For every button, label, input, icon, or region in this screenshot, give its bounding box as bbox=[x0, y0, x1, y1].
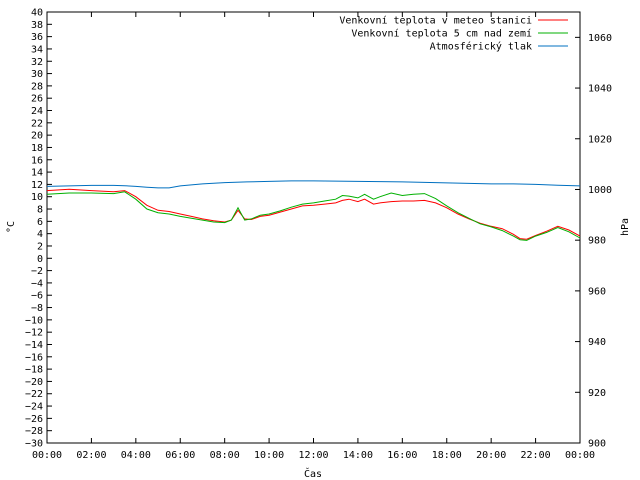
x-tick-label: 14:00 bbox=[343, 450, 373, 461]
y-tick-label: 34 bbox=[31, 44, 43, 55]
y-tick-label: 32 bbox=[31, 57, 43, 68]
y2-tick-label: 940 bbox=[588, 337, 606, 348]
y-tick-label: 4 bbox=[37, 229, 43, 240]
axes: −30−28−26−24−22−20−18−16−14−12−10−8−6−4−… bbox=[25, 8, 612, 462]
x-tick-label: 20:00 bbox=[476, 450, 506, 461]
series-line-1 bbox=[46, 188, 581, 240]
y-tick-label: −12 bbox=[25, 328, 43, 339]
y-tick-label: −20 bbox=[25, 377, 43, 388]
y-tick-label: −28 bbox=[25, 426, 43, 437]
x-axis-label: Čas bbox=[304, 467, 322, 480]
y2-tick-label: 1040 bbox=[588, 84, 612, 95]
x-tick-label: 10:00 bbox=[254, 450, 284, 461]
y-tick-label: 18 bbox=[31, 143, 43, 154]
y2-tick-label: 1060 bbox=[588, 33, 612, 44]
y-tick-label: −22 bbox=[25, 389, 43, 400]
x-tick-label: 18:00 bbox=[432, 450, 462, 461]
y-tick-label: −4 bbox=[31, 278, 43, 289]
y2-tick-label: 1020 bbox=[588, 134, 612, 145]
y-tick-label: 12 bbox=[31, 180, 43, 191]
y-tick-label: −30 bbox=[25, 439, 43, 450]
x-tick-label: 00:00 bbox=[32, 450, 62, 461]
x-tick-label: 08:00 bbox=[210, 450, 240, 461]
y-tick-label: 24 bbox=[31, 106, 43, 117]
y-tick-label: −26 bbox=[25, 414, 43, 425]
x-tick-label: 06:00 bbox=[165, 450, 195, 461]
legend: Venkovní teplota v meteo staniciVenkovní… bbox=[339, 15, 568, 53]
x-tick-label: 12:00 bbox=[298, 450, 328, 461]
y2-tick-label: 960 bbox=[588, 286, 606, 297]
legend-label: Venkovní teplota v meteo stanici bbox=[339, 15, 532, 27]
y-tick-label: 6 bbox=[37, 217, 43, 228]
y-axis-label: °C bbox=[6, 221, 17, 233]
x-tick-label: 16:00 bbox=[387, 450, 417, 461]
series-line-3 bbox=[46, 180, 581, 189]
y-tick-label: −10 bbox=[25, 315, 43, 326]
legend-label: Atmosférický tlak bbox=[430, 41, 532, 53]
y2-tick-label: 1000 bbox=[588, 185, 612, 196]
y-tick-label: −18 bbox=[25, 365, 43, 376]
x-tick-label: 22:00 bbox=[521, 450, 551, 461]
y2-tick-label: 920 bbox=[588, 388, 606, 399]
y-tick-label: −16 bbox=[25, 352, 43, 363]
y-tick-label: 22 bbox=[31, 118, 43, 129]
y-tick-label: −14 bbox=[25, 340, 43, 351]
y-tick-label: 16 bbox=[31, 155, 43, 166]
y-tick-label: 26 bbox=[31, 94, 43, 105]
x-tick-label: 00:00 bbox=[565, 450, 595, 461]
y-tick-label: −8 bbox=[31, 303, 43, 314]
y-tick-label: 10 bbox=[31, 192, 43, 203]
y-tick-label: 28 bbox=[31, 81, 43, 92]
y-tick-label: −24 bbox=[25, 402, 43, 413]
x-tick-label: 04:00 bbox=[121, 450, 151, 461]
series-layer bbox=[46, 180, 581, 241]
y-tick-label: 14 bbox=[31, 168, 43, 179]
y2-tick-label: 980 bbox=[588, 236, 606, 247]
y-tick-label: 0 bbox=[37, 254, 43, 265]
y2-axis-label: hPa bbox=[620, 218, 631, 236]
y-tick-label: −6 bbox=[31, 291, 43, 302]
y-tick-label: 20 bbox=[31, 131, 43, 142]
y-tick-label: 2 bbox=[37, 241, 43, 252]
y-tick-label: 30 bbox=[31, 69, 43, 80]
y-tick-label: 40 bbox=[31, 8, 43, 19]
y-tick-label: 38 bbox=[31, 20, 43, 31]
legend-label: Venkovní teplota 5 cm nad zemí bbox=[351, 28, 532, 40]
x-tick-label: 02:00 bbox=[76, 450, 106, 461]
y-tick-label: −2 bbox=[31, 266, 43, 277]
y-tick-label: 36 bbox=[31, 32, 43, 43]
series-line-2 bbox=[46, 191, 581, 241]
y2-tick-label: 900 bbox=[588, 439, 606, 450]
y-tick-label: 8 bbox=[37, 205, 43, 216]
